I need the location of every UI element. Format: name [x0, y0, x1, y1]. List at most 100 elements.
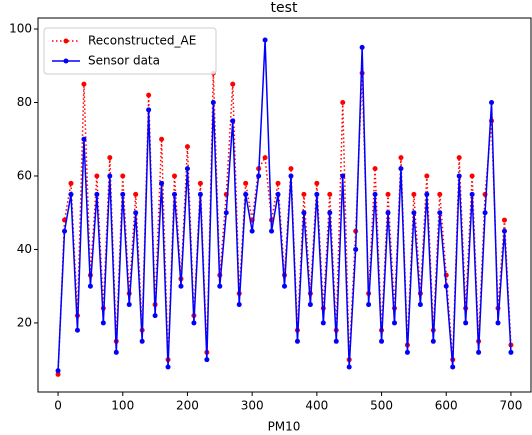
point [476, 349, 482, 355]
x-tick-label: 700 [499, 399, 522, 413]
point [301, 191, 307, 197]
point [94, 173, 100, 179]
point [275, 191, 281, 197]
x-tick-label: 300 [241, 399, 264, 413]
point [385, 191, 391, 197]
point [152, 313, 158, 319]
point [353, 246, 359, 252]
point [236, 302, 242, 308]
point [372, 191, 378, 197]
series [55, 37, 514, 374]
point [62, 228, 68, 234]
point [385, 210, 391, 216]
point [501, 217, 507, 223]
point [126, 302, 132, 308]
point [55, 371, 61, 377]
point [430, 338, 436, 344]
point [249, 228, 255, 234]
point [68, 191, 74, 197]
point [398, 166, 404, 172]
legend-label: Sensor data [88, 54, 160, 68]
series-line [57, 73, 512, 375]
point [139, 338, 145, 344]
point [508, 349, 514, 355]
point [217, 283, 223, 289]
x-tick-label: 0 [54, 399, 62, 413]
point [197, 180, 203, 186]
point [223, 210, 229, 216]
point [411, 191, 417, 197]
legend-marker [63, 38, 69, 44]
point [159, 136, 165, 142]
point [314, 191, 320, 197]
legend-box [43, 27, 217, 75]
point [191, 320, 197, 326]
point [411, 210, 417, 216]
y-tick-label: 100 [9, 22, 32, 36]
point [314, 180, 320, 186]
point [294, 338, 300, 344]
point [230, 81, 236, 87]
point [366, 302, 372, 308]
y-tick-label: 60 [17, 168, 32, 182]
point [172, 173, 178, 179]
point [184, 144, 190, 150]
point [456, 173, 462, 179]
point [501, 228, 507, 234]
y-tick-label: 80 [17, 95, 32, 109]
point [469, 191, 475, 197]
legend-marker [63, 58, 69, 64]
point [269, 228, 275, 234]
point [262, 37, 268, 43]
point [94, 191, 100, 197]
point [489, 99, 495, 105]
point [178, 283, 184, 289]
point [327, 210, 333, 216]
point [256, 173, 262, 179]
point [107, 173, 113, 179]
plot-area [37, 17, 532, 393]
point [172, 191, 178, 197]
point [391, 320, 397, 326]
point [346, 364, 352, 370]
point [197, 191, 203, 197]
x-tick-label: 200 [176, 399, 199, 413]
point [482, 210, 488, 216]
point [333, 338, 339, 344]
point [133, 210, 139, 216]
point [424, 191, 430, 197]
point [184, 166, 190, 172]
point [113, 349, 119, 355]
point [68, 180, 74, 186]
point [262, 155, 268, 161]
point [379, 338, 385, 344]
x-axis-label: PM10 [268, 420, 301, 434]
point [74, 327, 80, 333]
point [495, 320, 501, 326]
point [120, 191, 126, 197]
point [417, 302, 423, 308]
point [437, 191, 443, 197]
point [320, 320, 326, 326]
point [159, 180, 165, 186]
x-tick-label: 500 [370, 399, 393, 413]
point [437, 210, 443, 216]
point [165, 364, 171, 370]
point [288, 173, 294, 179]
x-tick-label: 100 [111, 399, 134, 413]
x-tick-label: 600 [435, 399, 458, 413]
point [456, 155, 462, 161]
point [243, 191, 249, 197]
point [372, 166, 378, 172]
point [100, 320, 106, 326]
point [424, 173, 430, 179]
legend-label: Reconstructed_AE [88, 34, 196, 48]
point [340, 173, 346, 179]
chart-title: test [271, 0, 298, 16]
point [87, 283, 93, 289]
point [81, 81, 87, 87]
point [404, 349, 410, 355]
point [55, 368, 61, 374]
point [288, 166, 294, 172]
point [133, 191, 139, 197]
